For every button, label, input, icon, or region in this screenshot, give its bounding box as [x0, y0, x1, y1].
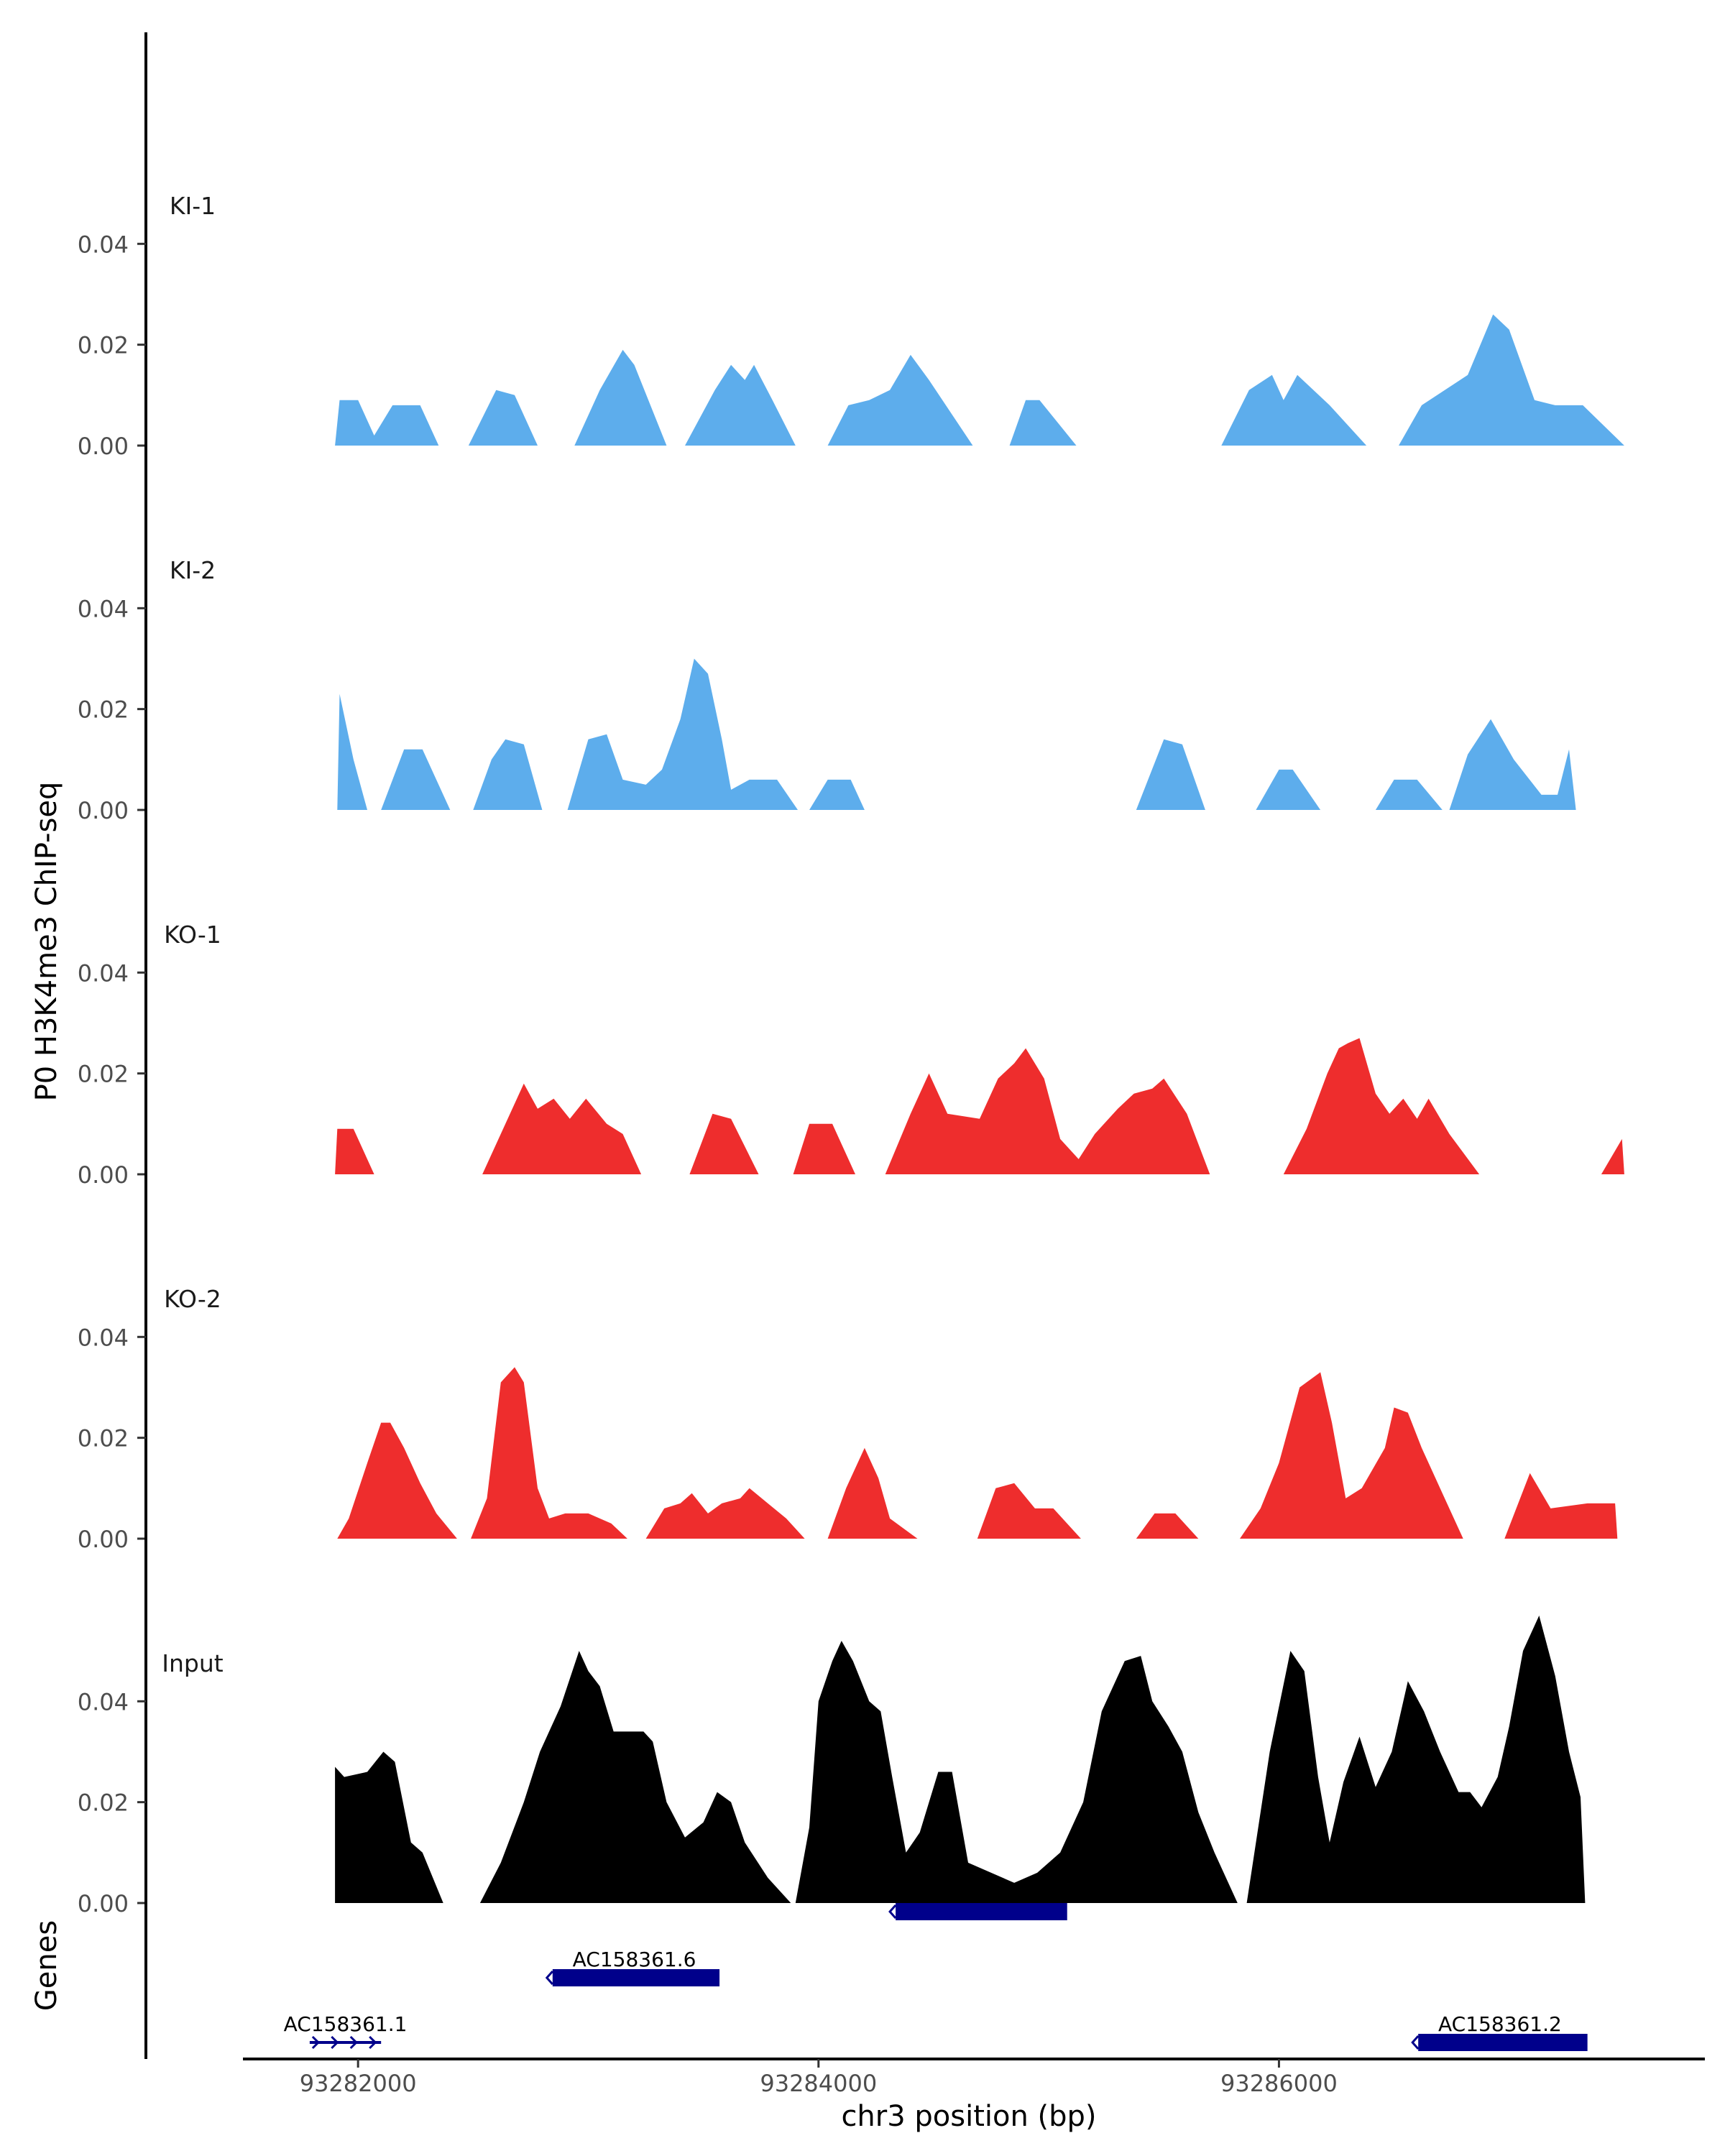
y-tick-label: 0.02 — [78, 1061, 129, 1088]
y-tick-label: 0.04 — [78, 595, 129, 622]
coverage-area-ki-2 — [1136, 739, 1205, 810]
coverage-area-ko-2 — [645, 1488, 805, 1539]
coverage-area-input — [795, 1641, 1238, 1903]
coverage-area-ko-2 — [977, 1483, 1081, 1539]
gene-AC158361.4: AC158361.4 — [888, 1881, 1067, 1920]
strand-arrow — [331, 2035, 339, 2050]
coverage-area-ki-1 — [468, 390, 538, 446]
coverage-area-ko-1 — [482, 1083, 642, 1174]
coverage-area-ko-2 — [471, 1367, 627, 1539]
coverage-area-input — [1246, 1616, 1586, 1903]
track-panel-KI-1: 0.00 0.02 0.04 KI-1 — [78, 32, 1624, 464]
track-label: KO-2 — [164, 1285, 221, 1313]
x-axis: 93282000 93284000 93286000 — [243, 2058, 1705, 2097]
strand-arrow — [1411, 2035, 1420, 2050]
coverage-area-ki-2 — [1375, 779, 1443, 810]
track-label: KI-2 — [170, 556, 216, 584]
gene-body — [1418, 2034, 1588, 2051]
coverage-area-ko-2 — [827, 1447, 918, 1539]
genes-track: AC158361.1 AC158361.6 AC158361.4 AC158361.2 — [144, 1879, 1588, 2059]
coverage-area-ko-1 — [885, 1048, 1210, 1174]
y-tick-label: 0.04 — [78, 231, 129, 258]
coverage-area-ki-2 — [1449, 719, 1576, 810]
coverage-area-ko-2 — [1240, 1372, 1463, 1539]
coverage-area-ki-1 — [1009, 400, 1077, 446]
y-tick-label: 0.02 — [78, 696, 129, 724]
coverage-tracks: 0.00 0.02 0.04 KI-1 0.00 0.02 0.04 KI-2 0.00 0.02… — [78, 32, 1624, 1921]
coverage-area-ki-2 — [337, 694, 367, 810]
y-tick-label: 0.02 — [78, 1425, 129, 1452]
coverage-area-ko-1 — [1601, 1138, 1624, 1174]
y-tick-label: 0.00 — [78, 1890, 129, 1917]
coverage-area-ki-2 — [381, 749, 451, 810]
strand-arrow — [349, 2035, 358, 2050]
coverage-area-ki-1 — [1221, 374, 1367, 446]
strand-arrow — [369, 2035, 377, 2050]
coverage-area-ko-1 — [335, 1128, 374, 1174]
coverage-area-ki-1 — [1399, 314, 1624, 446]
gene-AC158361.6: AC158361.6 — [545, 1948, 720, 1986]
track-label: KI-1 — [170, 192, 216, 220]
track-panel-KO-1: 0.00 0.02 0.04 KO-1 — [78, 761, 1624, 1192]
y-axis-title: P0 H3K4me3 ChIP-seq — [30, 782, 63, 1102]
x-tick-label: 93284000 — [760, 2070, 877, 2097]
coverage-area-ki-1 — [827, 354, 973, 446]
y-tick-label: 0.00 — [78, 797, 129, 824]
x-tick-label: 93282000 — [300, 2070, 417, 2097]
y-tick-label: 0.04 — [78, 1324, 129, 1351]
gene-label: AC158361.6 — [573, 1948, 696, 1971]
gene-body — [896, 1903, 1067, 1920]
track-panel-Input: 0.00 0.02 0.04 Input — [78, 1490, 1586, 1921]
gene-label: AC158361.2 — [1438, 2012, 1562, 2036]
x-axis-title: chr3 position (bp) — [841, 2100, 1096, 2133]
strand-arrow — [311, 2035, 321, 2050]
coverage-area-ko-1 — [1283, 1038, 1480, 1174]
coverage-area-ko-1 — [793, 1123, 855, 1174]
strand-arrow — [888, 1904, 897, 1919]
strand-arrow — [545, 1971, 553, 1985]
coverage-area-ko-2 — [1504, 1473, 1618, 1539]
y-tick-label: 0.04 — [78, 959, 129, 987]
gene-body — [552, 1969, 720, 1986]
coverage-area-ki-2 — [1256, 769, 1321, 810]
y-tick-label: 0.02 — [78, 332, 129, 359]
coverage-area-ko-1 — [689, 1113, 759, 1174]
y-tick-label: 0.00 — [78, 1161, 129, 1189]
coverage-area-ki-2 — [567, 658, 798, 810]
y-tick-label: 0.04 — [78, 1688, 129, 1715]
track-label: Input — [162, 1649, 224, 1677]
coverage-area-ki-2 — [809, 779, 865, 810]
y-tick-label: 0.02 — [78, 1789, 129, 1817]
track-label: KO-1 — [164, 921, 221, 949]
track-panel-KI-2: 0.00 0.02 0.04 KI-2 — [78, 397, 1576, 828]
coverage-area-ki-1 — [685, 364, 796, 446]
gene-AC158361.2: AC158361.2 — [1411, 2012, 1588, 2051]
coverage-area-ki-2 — [473, 739, 543, 810]
coverage-area-ko-2 — [337, 1422, 457, 1539]
coverage-area-ko-2 — [1136, 1513, 1199, 1539]
coverage-area-input — [335, 1751, 443, 1903]
x-tick-label: 93286000 — [1220, 2070, 1338, 2097]
track-panel-KO-2: 0.00 0.02 0.04 KO-2 — [78, 1125, 1618, 1557]
gene-label: AC158361.1 — [284, 2012, 408, 2036]
y-tick-label: 0.00 — [78, 1526, 129, 1553]
gene-label: AC158361.4 — [918, 1881, 1041, 1905]
coverage-area-ki-1 — [574, 349, 667, 446]
coverage-area-ki-1 — [335, 400, 439, 446]
y-tick-label: 0.00 — [78, 433, 129, 460]
genes-track-label: Genes — [30, 1920, 63, 2011]
gene-AC158361.1: AC158361.1 — [284, 2012, 408, 2050]
coverage-area-input — [479, 1651, 791, 1903]
